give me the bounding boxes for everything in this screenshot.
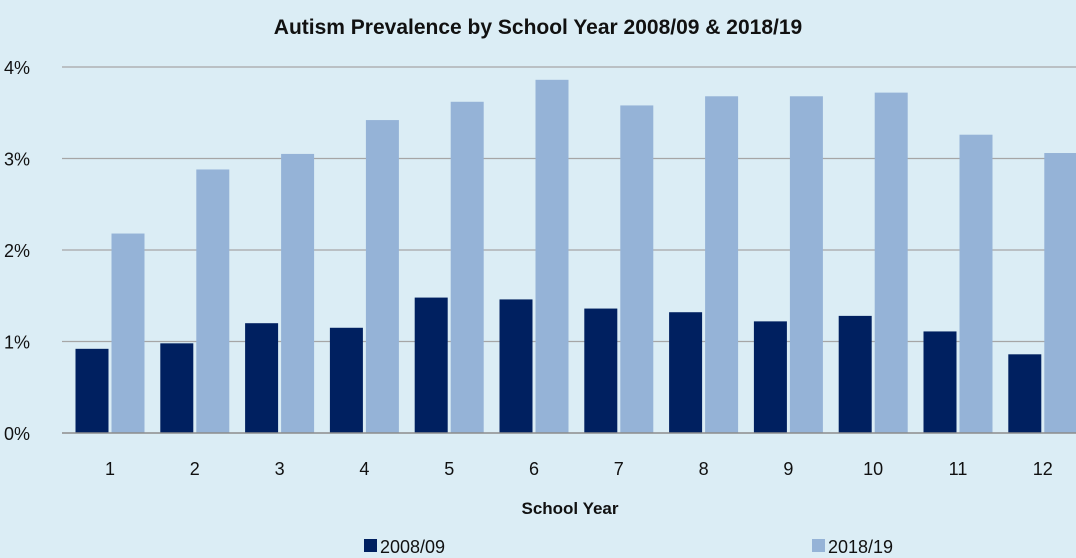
- bar-2008-09-year-5: [414, 297, 448, 433]
- x-tick-label: 12: [1033, 459, 1053, 479]
- bar-2008-09-year-8: [669, 312, 703, 433]
- bar-2018-19-year-6: [535, 79, 569, 433]
- bar-2008-09-year-9: [753, 321, 787, 433]
- x-tick-label: 10: [863, 459, 883, 479]
- bar-2008-09-year-12: [1008, 354, 1042, 433]
- x-tick-label: 3: [275, 459, 285, 479]
- bar-2008-09-year-11: [923, 331, 957, 433]
- bar-2018-19-year-11: [959, 134, 993, 433]
- x-tick-label: 8: [699, 459, 709, 479]
- x-tick-label: 5: [444, 459, 454, 479]
- bar-2018-19-year-8: [705, 96, 739, 433]
- legend-label: 2018/19: [828, 537, 893, 557]
- legend-label: 2008/09: [380, 537, 445, 557]
- bar-2008-09-year-2: [160, 343, 194, 433]
- bar-2018-19-year-3: [281, 153, 315, 434]
- y-tick-label: 0%: [4, 424, 30, 444]
- legend: 2008/09 2018/19: [364, 537, 893, 557]
- bar-2018-19-year-9: [789, 96, 823, 433]
- bar-2018-19-year-10: [874, 92, 908, 434]
- y-axis-ticks: 0% 1% 2% 3% 4%: [4, 58, 30, 444]
- x-tick-label: 4: [359, 459, 369, 479]
- bar-2018-19-year-5: [450, 101, 484, 434]
- x-axis-ticks: 1 2 3 4 5 6 7 8 9 10 11 12: [105, 459, 1053, 479]
- bar-2018-19-year-4: [365, 120, 399, 433]
- x-tick-label: 2: [190, 459, 200, 479]
- chart-title: Autism Prevalence by School Year 2008/09…: [274, 16, 802, 39]
- x-tick-label: 7: [614, 459, 624, 479]
- legend-swatch: [812, 539, 825, 552]
- bar-2008-09-year-1: [75, 348, 109, 433]
- bar-2018-19-year-1: [111, 233, 145, 433]
- bar-2008-09-year-10: [838, 315, 872, 433]
- bar-2018-19-year-7: [620, 105, 654, 434]
- x-tick-label: 6: [529, 459, 539, 479]
- legend-swatch: [364, 539, 377, 552]
- x-axis-title: School Year: [521, 499, 618, 518]
- bar-2008-09-year-6: [499, 299, 533, 433]
- y-tick-label: 2%: [4, 241, 30, 261]
- bar-2018-19-year-12: [1044, 153, 1076, 433]
- y-tick-label: 1%: [4, 333, 30, 353]
- y-tick-label: 3%: [4, 150, 30, 170]
- bar-2018-19-year-2: [196, 169, 230, 434]
- bar-2008-09-year-7: [584, 308, 618, 433]
- x-tick-label: 11: [949, 459, 968, 479]
- bars: [75, 79, 1076, 434]
- x-tick-label: 9: [783, 459, 793, 479]
- y-tick-label: 4%: [4, 58, 30, 78]
- bar-2008-09-year-4: [329, 327, 363, 433]
- x-tick-label: 1: [105, 459, 115, 479]
- bar-2008-09-year-3: [245, 323, 279, 433]
